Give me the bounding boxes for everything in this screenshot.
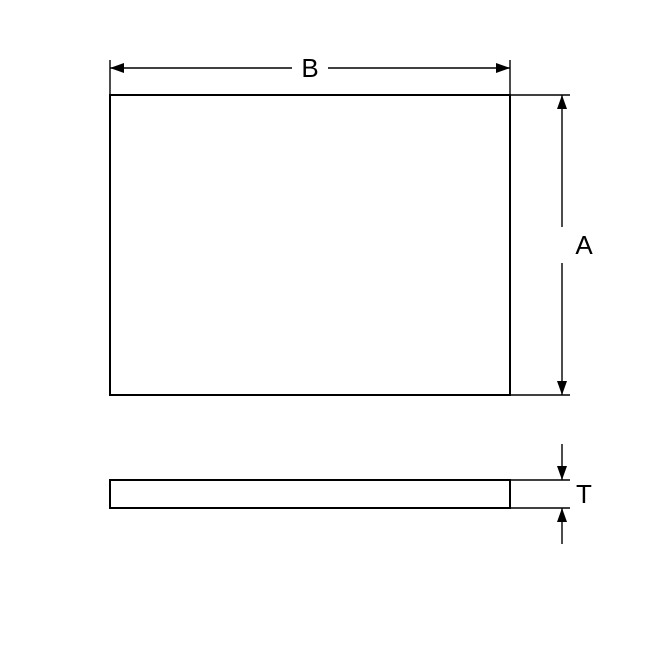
dim-label-b: B [301, 53, 318, 83]
canvas-bg [0, 0, 670, 670]
dim-label-t: T [576, 479, 592, 509]
dimension-diagram: B A T [0, 0, 670, 670]
dim-label-a: A [575, 230, 593, 260]
